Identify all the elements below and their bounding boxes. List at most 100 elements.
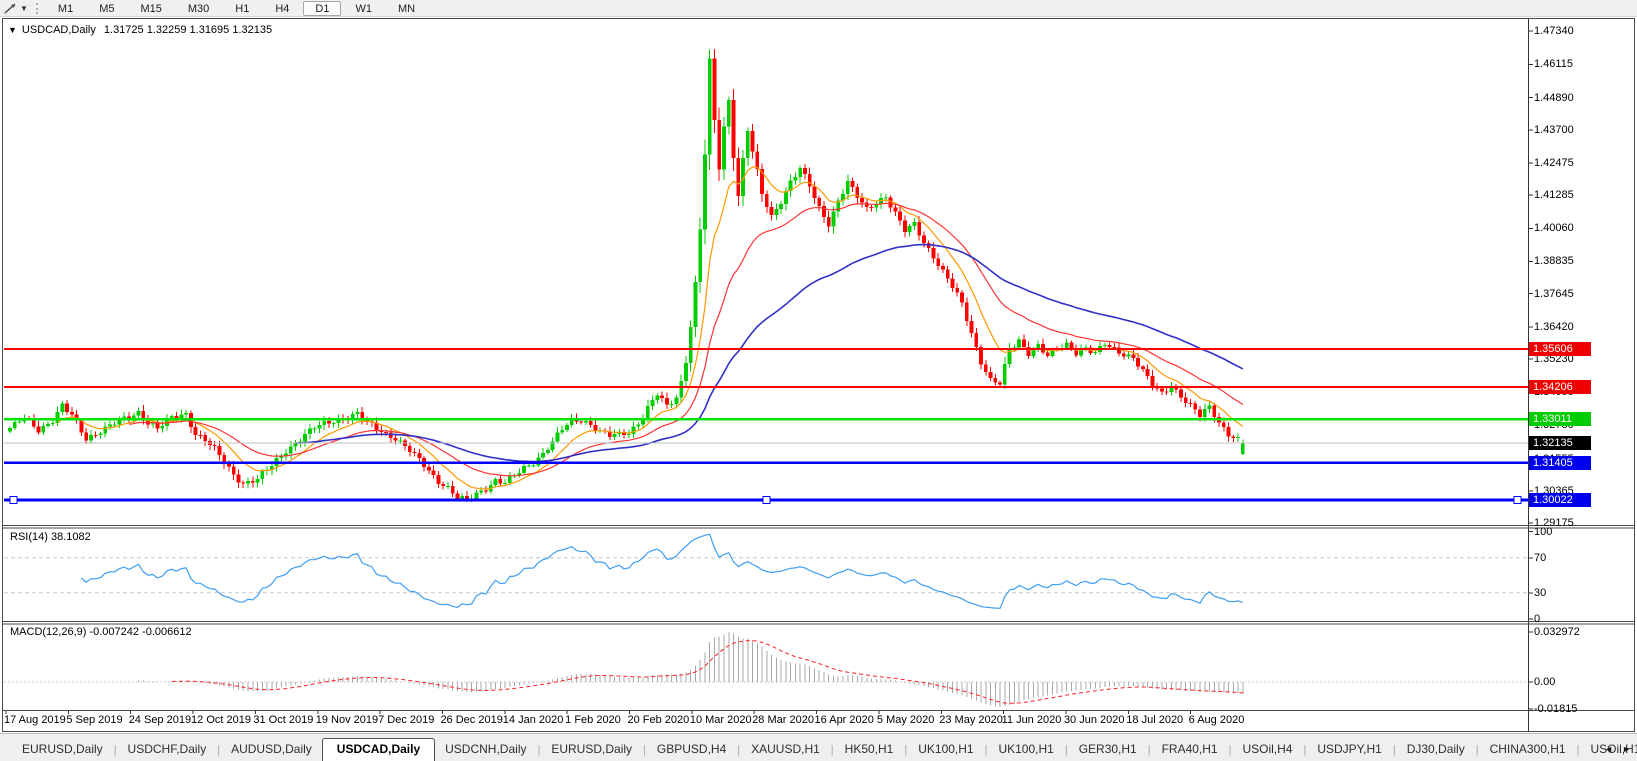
moving-average-lines	[57, 166, 1244, 490]
price-axis-tick: 1.46115	[1534, 58, 1573, 71]
time-axis-label: 28 Mar 2020	[752, 714, 814, 726]
chart-tab[interactable]: USOil,H4	[1242, 742, 1293, 756]
tab-separator: |	[1576, 744, 1580, 756]
price-axis-tick: 1.42475	[1534, 156, 1574, 169]
chart-tab[interactable]: USDCNH,Daily	[445, 742, 527, 756]
time-axis-label: 14 Jan 2020	[502, 714, 564, 726]
chart-title: ▼ USDCAD,Daily 1.31725 1.32259 1.31695 1.3…	[8, 24, 272, 36]
tab-separator: |	[1064, 744, 1068, 756]
chart-tab-active[interactable]: USDCAD,Daily	[321, 738, 436, 761]
tab-separator: |	[537, 744, 541, 756]
time-axis-label: 26 Dec 2019	[440, 714, 503, 726]
dropdown-arrow-icon[interactable]: ▼	[20, 3, 28, 13]
time-axis-label: 23 May 2020	[939, 714, 1003, 726]
chart-tab[interactable]: GBPUSD,H4	[656, 742, 727, 756]
time-axis-label: 11 Jun 2020	[1001, 714, 1062, 726]
chart-tab[interactable]: AUDUSD,Daily	[231, 742, 312, 756]
time-axis-label: 18 Jul 2020	[1126, 714, 1184, 726]
timeframe-button-m30[interactable]: M30	[187, 2, 210, 15]
time-axis-label: 24 Sep 2019	[128, 714, 192, 726]
tab-separator: |	[830, 744, 834, 756]
chart-tab[interactable]: HK50,H1	[844, 742, 894, 756]
price-axis-tick: 1.44890	[1534, 91, 1574, 104]
price-axis-tick: 1.43700	[1534, 123, 1574, 136]
tab-separator: |	[1392, 744, 1396, 756]
price-axis-tick: 1.47340	[1534, 25, 1574, 38]
macd-panel	[4, 632, 1528, 708]
tab-separator: |	[1228, 744, 1232, 756]
chart-tab[interactable]: USDJPY,H1	[1317, 742, 1382, 756]
macd-histogram	[138, 632, 1244, 708]
timeframe-button-d1[interactable]: D1	[303, 0, 342, 16]
time-axis-label: 6 Aug 2020	[1188, 714, 1245, 726]
chart-tab[interactable]: GER30,H1	[1078, 742, 1137, 756]
price-axis-tick: 1.35230	[1534, 353, 1574, 366]
panel-borders	[2, 18, 1635, 732]
ma-line-MA-slow	[295, 243, 1244, 463]
chart-tab[interactable]: UK100,H1	[998, 742, 1054, 756]
price-line-label: 1.35606	[1529, 341, 1591, 356]
rsi-axis-tick: 30	[1534, 586, 1547, 599]
price-axis-tick: 1.40060	[1534, 222, 1574, 235]
price-line-label: 1.33011	[1529, 412, 1591, 427]
chart-tab[interactable]: XAUUSD,H1	[751, 742, 820, 756]
timeframe-button-m5[interactable]: M5	[99, 2, 115, 15]
price-axis-tick: 1.29175	[1534, 517, 1574, 529]
chart-tab[interactable]: EURUSD,Daily	[22, 742, 103, 756]
tab-separator: |	[1147, 744, 1151, 756]
time-axis-label: 31 Oct 2019	[253, 714, 314, 726]
chart-tab[interactable]: UK100,H1	[918, 742, 974, 756]
rsi-indicator-label: RSI(14) 38.1082	[10, 531, 91, 543]
timeframe-button-h4[interactable]: H4	[275, 2, 290, 15]
toolbar-grip[interactable]	[35, 2, 38, 14]
time-axis-label: 10 Mar 2020	[689, 714, 752, 726]
cursor-tool-icon[interactable]	[0, 1, 20, 16]
macd-axis-tick: 0.00	[1534, 676, 1556, 688]
tab-separator: |	[737, 744, 741, 756]
line-selection-handle[interactable]	[9, 495, 18, 505]
chart-tab[interactable]: DJ30,Daily	[1406, 742, 1465, 756]
price-axis-tick: 1.41285	[1534, 189, 1574, 202]
one-click-collapse-icon[interactable]: ▼	[8, 25, 17, 35]
rsi-axis-tick: 100	[1534, 525, 1553, 538]
chart-tab[interactable]: FRA40,H1	[1161, 742, 1218, 756]
time-axis-label: 19 Nov 2019	[315, 714, 379, 726]
chart-tab[interactable]: EURUSD,Daily	[551, 742, 633, 756]
timeframe-toolbar: ▼ M1 M5 M15 M30 H1 H4 D1 W1 MN	[0, 0, 1637, 17]
time-axis-label: 5 Sep 2019	[66, 714, 123, 726]
price-line-objects[interactable]	[4, 347, 1528, 505]
price-line-label: 1.31405	[1529, 455, 1591, 470]
chart-ohlc-values: 1.31725 1.32259 1.31695 1.32135	[103, 24, 273, 36]
price-line-label: 1.34206	[1529, 379, 1591, 394]
timeframe-button-w1[interactable]: W1	[355, 2, 372, 15]
macd-signal-line	[171, 640, 1243, 704]
tab-separator: |	[1303, 744, 1307, 756]
price-axis-tick: 1.37645	[1534, 287, 1574, 300]
price-line-label: 1.30022	[1529, 493, 1591, 508]
price-line-label: 1.32135	[1529, 435, 1591, 450]
timeframe-button-m15[interactable]: M15	[140, 2, 162, 15]
tab-separator: |	[643, 744, 646, 756]
macd-axis-tick: -0.01815	[1534, 703, 1578, 715]
time-axis-label: 17 Aug 2019	[4, 714, 66, 726]
chart-tab[interactable]: CHINA300,H1	[1489, 742, 1566, 756]
tab-separator: |	[1475, 744, 1479, 756]
tab-scroll-right-icon[interactable]: ►	[1622, 744, 1631, 754]
time-axis-label: 5 May 2020	[876, 714, 935, 726]
chart-tab[interactable]: USDCHF,Daily	[127, 742, 207, 756]
timeframe-button-mn[interactable]: MN	[397, 2, 416, 15]
time-axis-label: 16 Apr 2020	[814, 714, 874, 726]
time-axis-label: 20 Feb 2020	[627, 714, 690, 726]
timeframe-buttons: M1 M5 M15 M30 H1 H4 D1 W1 MN	[46, 0, 427, 16]
tab-scroll-left-icon[interactable]: ◄	[1604, 744, 1614, 754]
time-axis-label: 30 Jun 2020	[1063, 714, 1125, 726]
timeframe-button-h1[interactable]: H1	[235, 2, 250, 15]
tab-separator: |	[217, 744, 221, 756]
ma-line-MA-mid	[128, 202, 1244, 477]
rsi-line	[81, 533, 1243, 609]
line-selection-handle[interactable]	[1513, 495, 1522, 505]
timeframe-button-m1[interactable]: M1	[57, 2, 74, 15]
chart-tab[interactable]: USOil,H1	[1590, 742, 1637, 756]
line-selection-handle[interactable]	[762, 495, 771, 505]
